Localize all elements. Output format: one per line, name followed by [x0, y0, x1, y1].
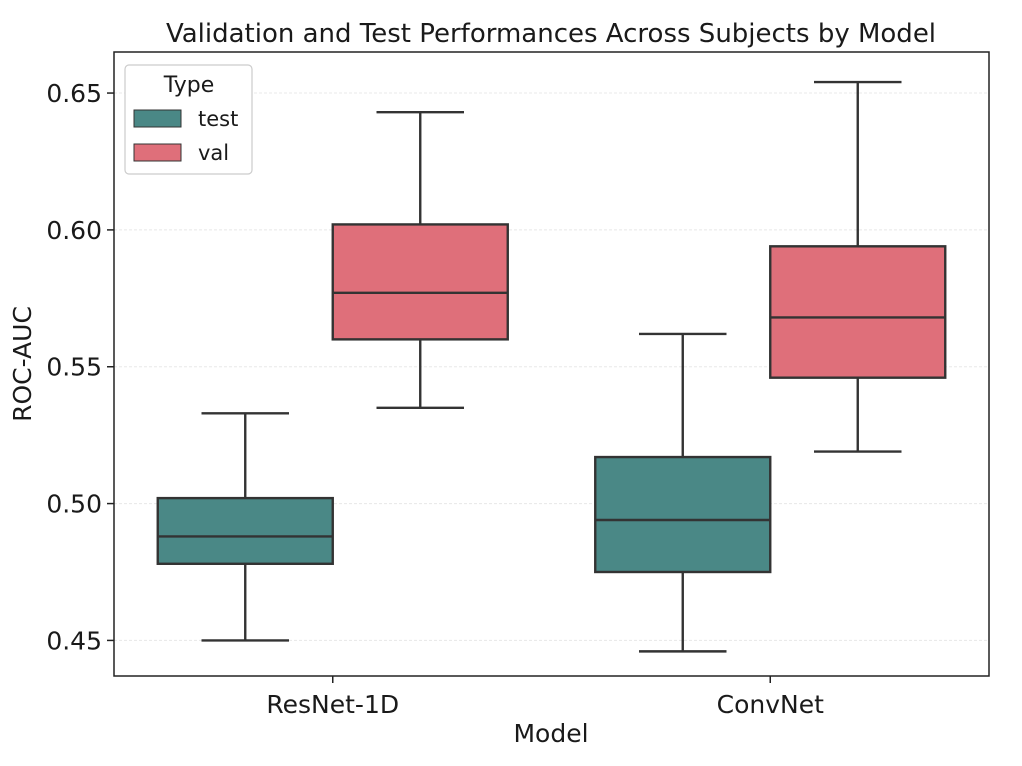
legend-swatch-val	[133, 143, 182, 162]
box-iqr	[769, 245, 947, 379]
box-iqr	[594, 455, 772, 574]
y-tick-label: 0.65	[46, 79, 102, 108]
y-tick-label: 0.60	[46, 216, 102, 245]
legend-label-val: val	[198, 141, 229, 165]
legend-swatch-test	[133, 109, 182, 128]
y-tick-label: 0.55	[46, 353, 102, 382]
x-tick-label: ResNet-1D	[266, 690, 399, 719]
box-test-resnet-1d	[156, 412, 334, 642]
plot-area	[156, 80, 947, 653]
x-tick-label: ConvNet	[717, 690, 824, 719]
legend-title: Type	[163, 73, 215, 98]
x-axis-label: Model	[513, 719, 588, 748]
legend-label-test: test	[198, 107, 238, 131]
box-iqr	[156, 496, 334, 565]
y-axis-label: ROC-AUC	[8, 306, 37, 422]
plot-frame	[113, 51, 990, 677]
y-tick-label: 0.50	[46, 490, 102, 519]
legend: Type test val	[124, 64, 253, 175]
axes: 0.45 0.50 0.55 0.60 0.65 ResNet-1D ConvNet	[46, 79, 824, 719]
box-iqr	[331, 223, 509, 341]
box-test-convnet	[594, 332, 772, 653]
box-val-convnet	[769, 80, 947, 453]
chart-title: Validation and Test Performances Across …	[166, 19, 936, 49]
y-tick-label: 0.45	[46, 626, 102, 655]
box-val-resnet-1d	[331, 111, 509, 409]
